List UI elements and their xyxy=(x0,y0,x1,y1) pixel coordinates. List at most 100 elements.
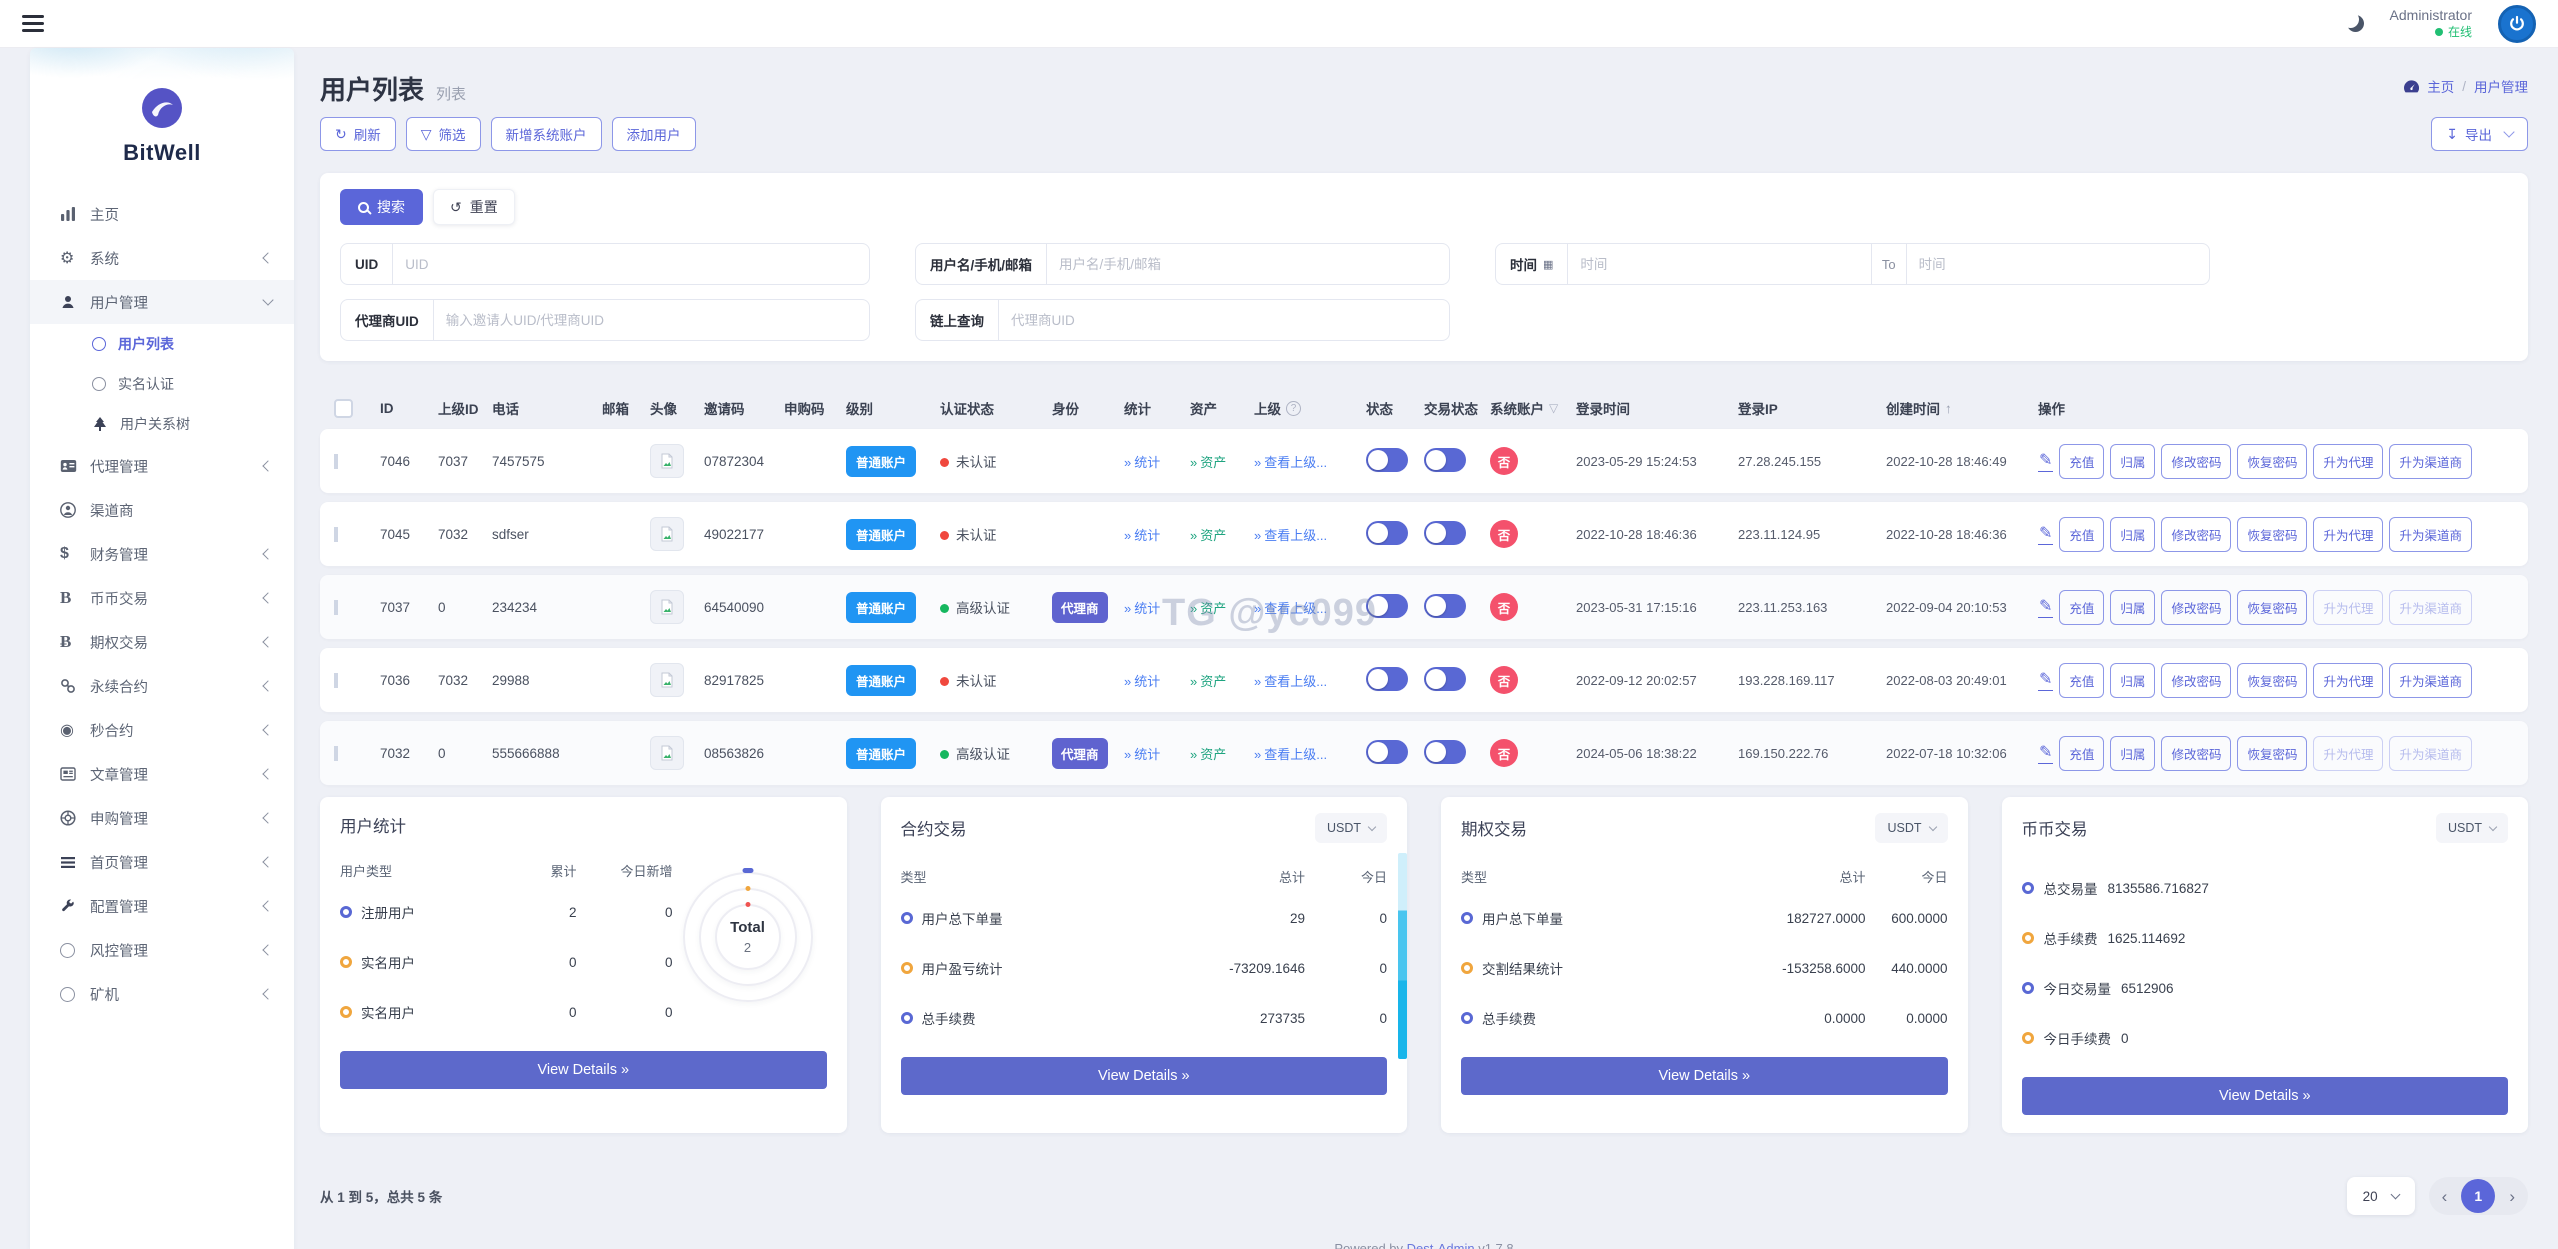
sidebar-item-homepage[interactable]: 首页管理 xyxy=(30,840,294,884)
col-level[interactable]: 级别 xyxy=(846,402,873,417)
charge-button[interactable]: 充值 xyxy=(2059,443,2105,479)
view-parent-link[interactable]: » 查看上级... xyxy=(1254,673,1328,689)
trade-status-toggle[interactable] xyxy=(1424,666,1466,691)
view-parent-link[interactable]: » 查看上级... xyxy=(1254,600,1328,616)
edit-icon[interactable]: ✎ xyxy=(2038,669,2054,691)
col-email[interactable]: 邮箱 xyxy=(602,402,629,417)
restore-password-button[interactable]: 恢复密码 xyxy=(2237,735,2308,771)
filter-button[interactable]: ▽ 筛选 xyxy=(405,117,481,151)
avatar-placeholder-icon[interactable] xyxy=(650,736,684,770)
assets-link[interactable]: » 资产 xyxy=(1190,600,1227,616)
restore-password-button[interactable]: 恢复密码 xyxy=(2237,662,2308,698)
status-toggle[interactable] xyxy=(1366,447,1408,472)
username-input[interactable] xyxy=(1047,244,1449,284)
help-icon[interactable]: ? xyxy=(1286,400,1301,416)
chain-query-input[interactable] xyxy=(999,300,1449,340)
promote-channel-button[interactable]: 升为渠道商 xyxy=(2389,735,2472,771)
assets-link[interactable]: » 资产 xyxy=(1190,454,1227,470)
edit-icon[interactable]: ✎ xyxy=(2038,450,2054,472)
stats-link[interactable]: » 统计 xyxy=(1124,600,1161,616)
export-button[interactable]: ↧ 导出 xyxy=(2431,117,2528,151)
belong-button[interactable]: 归属 xyxy=(2110,443,2156,479)
restore-password-button[interactable]: 恢复密码 xyxy=(2237,443,2308,479)
sidebar-item-user-list[interactable]: 用户列表 xyxy=(30,324,294,364)
select-all-checkbox[interactable] xyxy=(334,398,353,418)
view-details-button[interactable]: View Details » xyxy=(2021,1077,2508,1115)
sidebar-item-system[interactable]: ⚙ 系统 xyxy=(30,236,294,280)
uid-input[interactable] xyxy=(393,244,869,284)
sidebar-item-second-contract[interactable]: ◉ 秒合约 xyxy=(30,708,294,752)
user-avatar[interactable] xyxy=(2498,4,2536,43)
sidebar-item-spot-trade[interactable]: B 币币交易 xyxy=(30,576,294,620)
status-toggle[interactable] xyxy=(1366,666,1408,691)
footer-brand-link[interactable]: Dest-Admin xyxy=(1406,1241,1475,1249)
trade-status-toggle[interactable] xyxy=(1424,593,1466,618)
promote-channel-button[interactable]: 升为渠道商 xyxy=(2389,662,2472,698)
view-details-button[interactable]: View Details » xyxy=(1461,1057,1948,1095)
next-page-button[interactable]: › xyxy=(2509,1186,2515,1206)
refresh-button[interactable]: ↻ 刷新 xyxy=(320,117,396,151)
view-details-button[interactable]: View Details » xyxy=(340,1051,827,1089)
change-password-button[interactable]: 修改密码 xyxy=(2161,589,2232,625)
sidebar-item-channel[interactable]: 渠道商 xyxy=(30,488,294,532)
change-password-button[interactable]: 修改密码 xyxy=(2161,735,2232,771)
currency-select[interactable]: USDT xyxy=(2435,813,2508,843)
breadcrumb-section[interactable]: 用户管理 xyxy=(2474,80,2528,95)
row-checkbox[interactable] xyxy=(334,599,338,615)
charge-button[interactable]: 充值 xyxy=(2059,516,2105,552)
reset-button[interactable]: ↺ 重置 xyxy=(433,189,515,225)
row-checkbox[interactable] xyxy=(334,672,338,688)
prev-page-button[interactable]: ‹ xyxy=(2441,1186,2448,1206)
promote-agent-button[interactable]: 升为代理 xyxy=(2313,516,2384,552)
currency-select[interactable]: USDT xyxy=(1314,813,1387,843)
col-subscribe-code[interactable]: 申购码 xyxy=(784,402,825,417)
edit-icon[interactable]: ✎ xyxy=(2038,523,2054,545)
col-parent-id[interactable]: 上级ID xyxy=(438,402,479,417)
stats-link[interactable]: » 统计 xyxy=(1124,673,1161,689)
view-details-button[interactable]: View Details » xyxy=(900,1057,1387,1095)
avatar-placeholder-icon[interactable] xyxy=(650,590,684,624)
assets-link[interactable]: » 资产 xyxy=(1190,673,1227,689)
promote-channel-button[interactable]: 升为渠道商 xyxy=(2389,516,2472,552)
col-created-at[interactable]: 创建时间 ↑ xyxy=(1886,400,1952,418)
charge-button[interactable]: 充值 xyxy=(2059,662,2105,698)
time-start-input[interactable] xyxy=(1568,244,1871,284)
avatar-placeholder-icon[interactable] xyxy=(650,517,684,551)
stats-link[interactable]: » 统计 xyxy=(1124,527,1161,543)
belong-button[interactable]: 归属 xyxy=(2110,735,2156,771)
agent-uid-input[interactable] xyxy=(433,300,869,340)
sidebar-item-user-management[interactable]: 用户管理 xyxy=(30,280,294,324)
belong-button[interactable]: 归属 xyxy=(2110,589,2156,625)
trade-status-toggle[interactable] xyxy=(1424,520,1466,545)
trade-status-toggle[interactable] xyxy=(1424,739,1466,764)
search-button[interactable]: 搜索 xyxy=(340,189,423,225)
charge-button[interactable]: 充值 xyxy=(2059,589,2105,625)
avatar-placeholder-icon[interactable] xyxy=(650,663,684,697)
sidebar-item-options-trade[interactable]: Ƀ 期权交易 xyxy=(30,620,294,664)
belong-button[interactable]: 归属 xyxy=(2110,662,2156,698)
sidebar-item-finance[interactable]: $ 财务管理 xyxy=(30,532,294,576)
row-checkbox[interactable] xyxy=(334,745,338,761)
stats-link[interactable]: » 统计 xyxy=(1124,746,1161,762)
breadcrumb-home[interactable]: 主页 xyxy=(2427,80,2455,95)
sidebar-item-kyc[interactable]: 实名认证 xyxy=(30,364,294,404)
sidebar-item-articles[interactable]: 文章管理 xyxy=(30,752,294,796)
col-auth-status[interactable]: 认证状态 xyxy=(940,402,994,417)
status-toggle[interactable] xyxy=(1366,739,1408,764)
assets-link[interactable]: » 资产 xyxy=(1190,746,1227,762)
col-id[interactable]: ID xyxy=(380,400,394,416)
promote-agent-button[interactable]: 升为代理 xyxy=(2313,662,2384,698)
sidebar-item-config[interactable]: 配置管理 xyxy=(30,884,294,928)
sidebar-item-home[interactable]: 主页 xyxy=(30,192,294,236)
status-toggle[interactable] xyxy=(1366,520,1408,545)
col-invite-code[interactable]: 邀请码 xyxy=(704,402,745,417)
assets-link[interactable]: » 资产 xyxy=(1190,527,1227,543)
add-system-account-button[interactable]: 新增系统账户 xyxy=(490,117,602,151)
promote-channel-button[interactable]: 升为渠道商 xyxy=(2389,589,2472,625)
promote-agent-button[interactable]: 升为代理 xyxy=(2313,589,2384,625)
row-checkbox[interactable] xyxy=(334,453,338,469)
promote-agent-button[interactable]: 升为代理 xyxy=(2313,443,2384,479)
menu-toggle-icon[interactable] xyxy=(22,15,44,32)
sidebar-item-risk-control[interactable]: 风控管理 xyxy=(30,928,294,972)
row-checkbox[interactable] xyxy=(334,526,338,542)
